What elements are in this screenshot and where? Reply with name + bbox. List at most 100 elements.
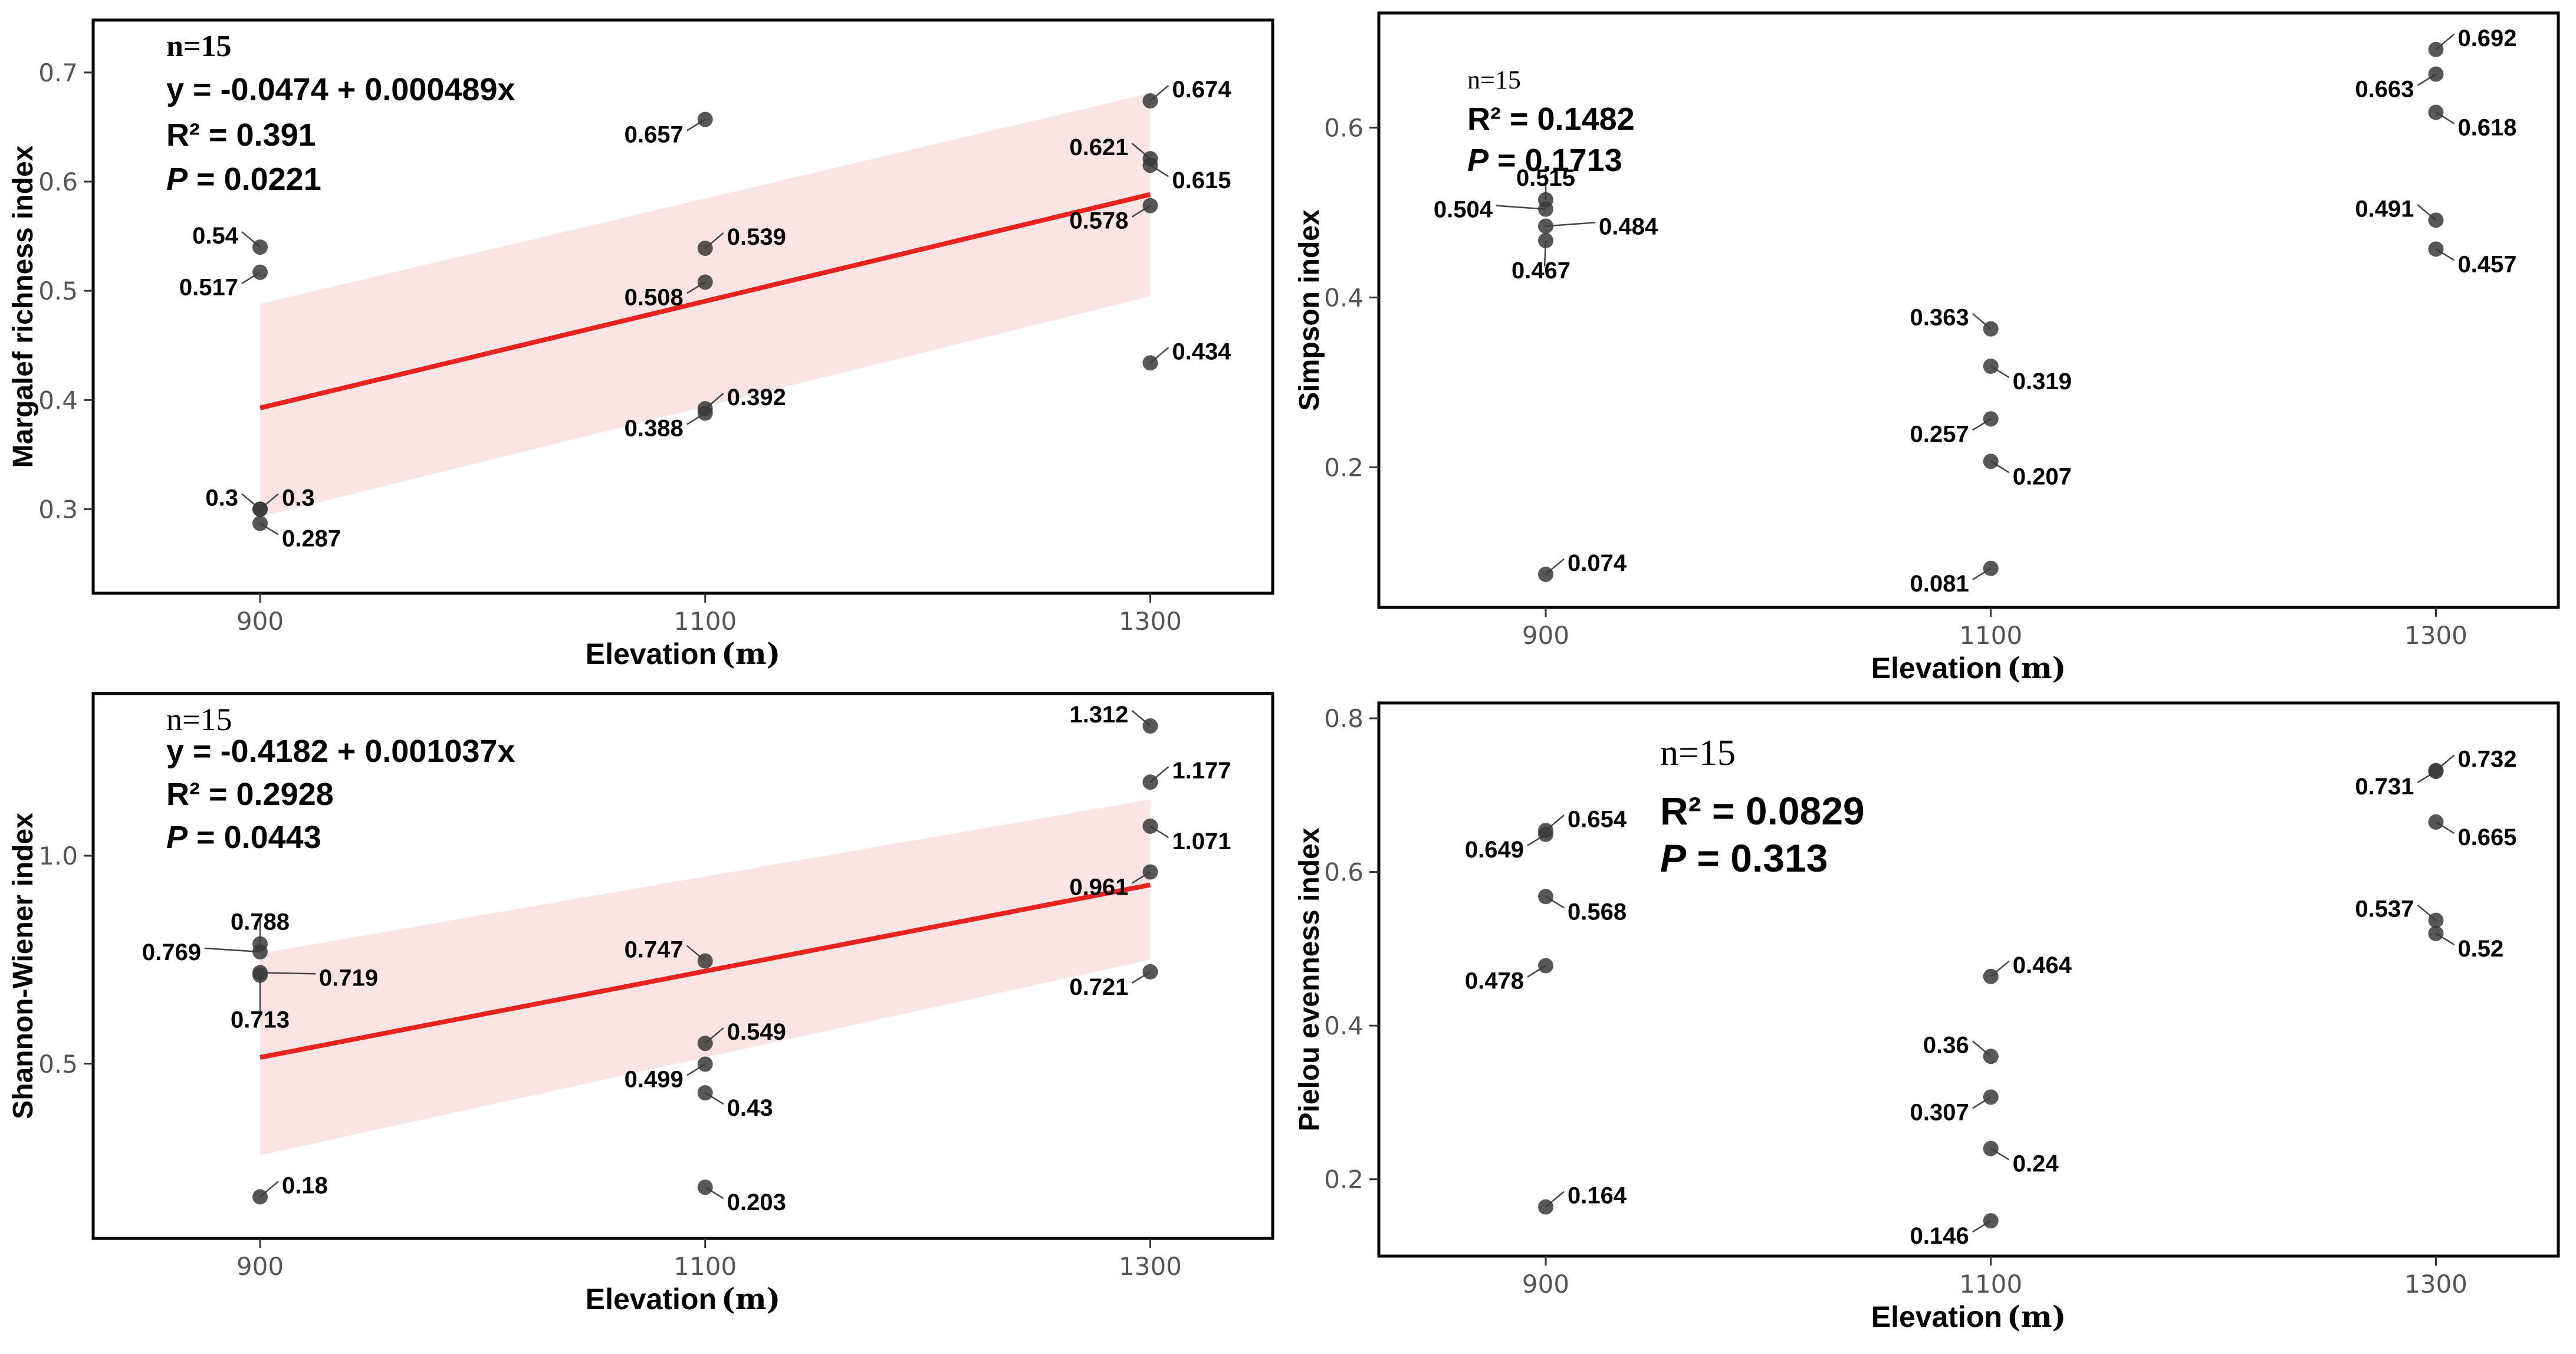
top-right-data-point bbox=[1538, 201, 1554, 217]
bottom-left-data-label: 0.747 bbox=[625, 937, 684, 963]
bottom-left-data-point bbox=[1142, 774, 1158, 790]
top-left-ytick-label: 0.7 bbox=[38, 58, 78, 87]
bottom-right-y-axis-title: Pielou evenness index bbox=[1294, 827, 1325, 1131]
top-right-data-point bbox=[1538, 218, 1554, 234]
top-left-data-label: 0.508 bbox=[625, 284, 684, 310]
top-left-data-label: 0.539 bbox=[727, 224, 786, 250]
bottom-right-ytick-label: 0.2 bbox=[1324, 1165, 1363, 1194]
top-left-data-label: 0.388 bbox=[625, 416, 684, 442]
top-left-ytick-label: 0.6 bbox=[38, 167, 78, 196]
bottom-left-ytick-label: 0.5 bbox=[38, 1050, 78, 1079]
top-right-data-label: 0.257 bbox=[1910, 421, 1969, 447]
bottom-right-data-label: 0.24 bbox=[2013, 1151, 2059, 1177]
bottom-left-data-label: 1.177 bbox=[1172, 758, 1231, 784]
top-right-data-point bbox=[2428, 66, 2444, 82]
top-right-data-label: 0.663 bbox=[2355, 77, 2414, 103]
top-right-y-axis-title: Simpson index bbox=[1294, 209, 1325, 411]
bottom-left-data-point bbox=[1142, 864, 1158, 880]
top-right-leader-line bbox=[1496, 205, 1546, 210]
top-right-x-axis-title: Elevation (m) bbox=[1871, 650, 2066, 685]
top-right-data-label: 0.457 bbox=[2457, 251, 2516, 277]
bottom-right-data-label: 0.478 bbox=[1465, 968, 1524, 994]
top-right-x-axis-name: Elevation bbox=[1871, 652, 2002, 685]
top-left-ytick-label: 0.5 bbox=[38, 277, 78, 305]
top-left-data-point bbox=[697, 111, 713, 127]
bottom-left-data-label: 0.18 bbox=[282, 1172, 328, 1198]
top-right-p-symbol: P bbox=[1467, 143, 1489, 178]
bottom-left-data-label: 0.961 bbox=[1069, 875, 1128, 901]
top-right-data-label: 0.484 bbox=[1599, 213, 1658, 239]
panel-bottom-right: 900 1100 1300 0.2 0.4 0.6 0.8 Elevation (m) Pielo… bbox=[1294, 701, 2560, 1334]
bottom-left-data-point bbox=[697, 1179, 713, 1195]
top-right-x-axis-unit: (m) bbox=[2007, 650, 2066, 685]
top-left-data-label: 0.517 bbox=[179, 275, 238, 301]
top-left-data-point bbox=[1142, 93, 1158, 109]
top-right-leader-line bbox=[1545, 222, 1596, 227]
top-left-p-number: = 0.0221 bbox=[188, 162, 321, 197]
top-left-data-point bbox=[252, 501, 268, 517]
panel-bottom-left: 900 1100 1300 0.5 1.0 Elevation (m) Shannon-Wie… bbox=[8, 692, 1274, 1316]
top-left-data-point bbox=[1142, 157, 1158, 173]
bottom-right-data-point bbox=[1538, 826, 1554, 842]
top-left-confidence-band bbox=[260, 93, 1151, 517]
top-right-xtick-label: 900 bbox=[1522, 621, 1569, 650]
bottom-left-data-point bbox=[697, 1056, 713, 1072]
bottom-left-data-point bbox=[697, 1085, 713, 1101]
bottom-right-xtick-label: 900 bbox=[1522, 1270, 1569, 1299]
top-left-data-label: 0.392 bbox=[727, 384, 786, 410]
bottom-left-y-axis-title: Shannon-Wiener index bbox=[8, 813, 39, 1119]
bottom-left-data-label: 0.499 bbox=[625, 1066, 684, 1092]
bottom-right-plot-frame bbox=[1377, 701, 2560, 1258]
bottom-right-data-point bbox=[2428, 763, 2444, 779]
top-right-xtick-label: 1100 bbox=[1959, 621, 2022, 650]
top-left-data-label: 0.434 bbox=[1172, 338, 1231, 364]
top-right-data-label: 0.363 bbox=[1910, 305, 1969, 331]
bottom-left-data-label: 0.719 bbox=[319, 965, 378, 991]
bottom-right-data-label: 0.665 bbox=[2457, 824, 2516, 850]
top-right-data-label: 0.515 bbox=[1516, 165, 1575, 191]
bottom-left-data-point bbox=[697, 953, 713, 969]
bottom-left-data-point bbox=[1142, 819, 1158, 834]
bottom-left-data-label: 1.071 bbox=[1172, 829, 1231, 855]
bottom-left-leader-line bbox=[204, 947, 261, 953]
top-left-data-point bbox=[252, 264, 268, 280]
top-left-sample-size: n=15 bbox=[166, 29, 232, 63]
bottom-right-data-label: 0.654 bbox=[1568, 806, 1627, 832]
top-right-data-point bbox=[1983, 359, 1999, 374]
top-left-data-label: 0.287 bbox=[282, 526, 341, 552]
top-left-data-point bbox=[1142, 355, 1158, 371]
bottom-right-ytick-label: 0.8 bbox=[1324, 704, 1363, 733]
top-left-regression-equation: y = -0.0474 + 0.000489x bbox=[166, 72, 515, 107]
top-left-data-point bbox=[697, 405, 713, 421]
bottom-right-data-point bbox=[1538, 1199, 1554, 1215]
top-right-data-point bbox=[1983, 411, 1999, 427]
bottom-left-data-point bbox=[252, 944, 268, 960]
bottom-right-data-label: 0.146 bbox=[1910, 1223, 1969, 1249]
bottom-left-confidence-band bbox=[260, 799, 1151, 1155]
bottom-left-data-label: 0.549 bbox=[727, 1019, 786, 1045]
bottom-right-data-point bbox=[2428, 925, 2444, 941]
bottom-right-data-label: 0.164 bbox=[1568, 1183, 1627, 1209]
bottom-left-xtick-label: 900 bbox=[236, 1252, 284, 1281]
top-right-data-label: 0.319 bbox=[2013, 369, 2072, 395]
bottom-right-data-point bbox=[1983, 968, 1999, 984]
bottom-left-p-number: = 0.0443 bbox=[188, 820, 321, 855]
top-left-ytick-label: 0.4 bbox=[38, 386, 78, 415]
bottom-right-p-value: P = 0.313 bbox=[1660, 836, 1828, 880]
top-left-data-point bbox=[252, 515, 268, 531]
top-right-data-point bbox=[2428, 212, 2444, 228]
top-right-sample-size: n=15 bbox=[1467, 65, 1521, 94]
top-left-xtick-label: 1300 bbox=[1119, 607, 1182, 636]
bottom-right-data-point bbox=[1538, 889, 1554, 905]
top-left-data-label: 0.578 bbox=[1069, 208, 1128, 234]
bottom-left-sample-size: n=15 bbox=[166, 702, 232, 737]
top-right-data-label: 0.618 bbox=[2457, 114, 2516, 140]
bottom-left-data-label: 1.312 bbox=[1069, 702, 1128, 728]
bottom-right-data-label: 0.537 bbox=[2355, 896, 2414, 922]
top-left-data-label: 0.657 bbox=[625, 121, 684, 147]
top-left-x-axis-name: Elevation bbox=[586, 637, 717, 671]
bottom-right-r-squared: R² = 0.0829 bbox=[1660, 789, 1865, 833]
top-right-data-label: 0.074 bbox=[1568, 550, 1627, 576]
top-left-x-axis-title: Elevation (m) bbox=[586, 636, 781, 671]
